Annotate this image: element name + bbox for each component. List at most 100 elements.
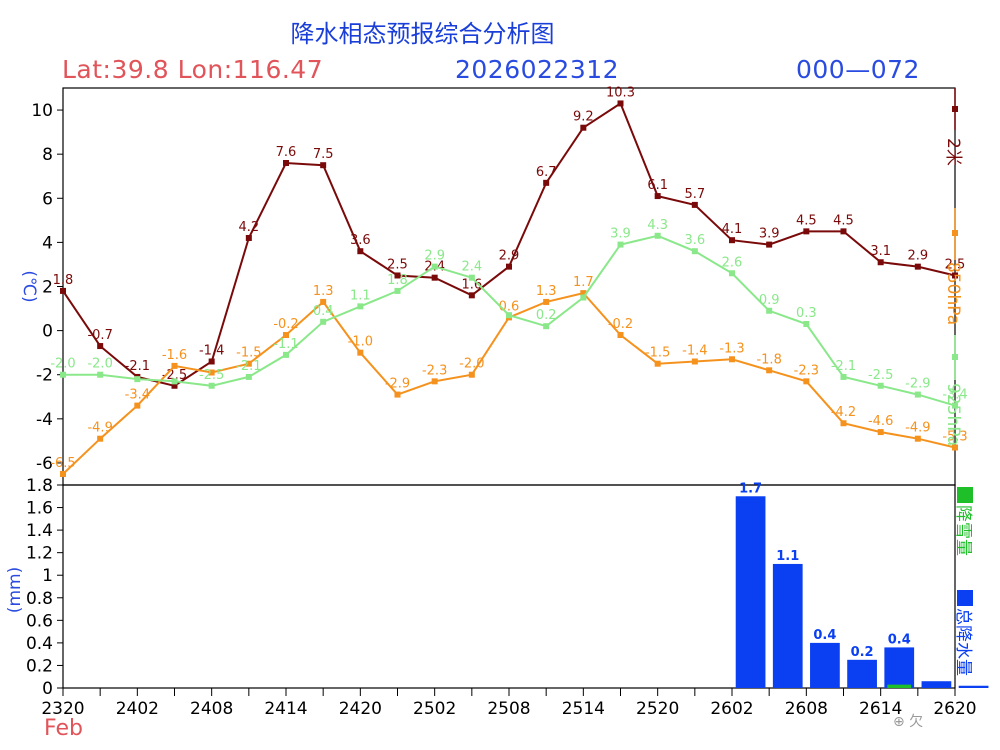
t850-data-label: -4.2 xyxy=(831,405,856,420)
t850-point xyxy=(134,402,141,409)
precip-bar xyxy=(810,642,840,688)
t925-point xyxy=(320,318,327,325)
x-tick-label: 2402 xyxy=(116,699,159,719)
t925-data-label: 0.9 xyxy=(759,293,780,308)
t925-data-label: 3.9 xyxy=(610,227,631,242)
t2m-data-label: 3.6 xyxy=(350,233,371,248)
t925-point xyxy=(803,320,810,327)
t850-data-label: -6.5 xyxy=(50,456,75,471)
t925-data-label: -2.0 xyxy=(50,357,75,372)
precip-bar-label: 0.4 xyxy=(813,628,836,643)
t925-point xyxy=(580,294,587,301)
t850-point xyxy=(357,349,364,356)
t925-data-label: -2.1 xyxy=(236,359,261,374)
t850-data-label: -1.0 xyxy=(348,335,373,350)
t850-data-label: -1.8 xyxy=(756,352,781,367)
t2m-data-label: 3.1 xyxy=(870,244,891,259)
t925-data-label: -2.9 xyxy=(905,377,930,392)
t925-data-label: -2.5 xyxy=(868,368,893,383)
t850-data-label: 1.7 xyxy=(573,275,594,290)
t2m-data-label: 1.6 xyxy=(461,277,482,292)
t850-data-label: -1.4 xyxy=(682,343,707,358)
precip-bar-label: 1.1 xyxy=(776,549,799,564)
t925-point xyxy=(208,382,215,389)
t2m-point xyxy=(506,263,512,270)
t2m-point xyxy=(431,274,438,281)
t925-data-label: 4.3 xyxy=(647,218,668,233)
t2m-data-label: 6.1 xyxy=(647,178,668,193)
temp-ytick-label: -4 xyxy=(36,410,53,430)
t925-point xyxy=(134,376,141,383)
t2m-point xyxy=(171,382,178,389)
t2m-point xyxy=(766,241,773,248)
t2m-point xyxy=(803,228,810,235)
t850-point xyxy=(729,356,735,363)
precip-legend-label: 总降水量 xyxy=(953,608,973,676)
snow-legend-swatch xyxy=(957,487,973,503)
x-tick-label: 2420 xyxy=(339,699,382,719)
precip-ytick-label: 1.2 xyxy=(26,544,53,564)
t850-point xyxy=(952,444,958,451)
t850-point xyxy=(914,435,921,442)
precip-bar-label: 0.4 xyxy=(888,632,911,647)
t2m-point xyxy=(729,237,735,244)
t2m-data-label: -2.1 xyxy=(125,359,150,374)
t925-point xyxy=(431,263,438,270)
t850-point xyxy=(97,435,104,442)
precip-ytick-label: 1.8 xyxy=(26,476,53,496)
t925-data-label: 1.8 xyxy=(387,273,408,288)
precip-bar-label: 0.2 xyxy=(851,645,874,660)
x-tick-label: 2320 xyxy=(41,699,84,719)
t850-point xyxy=(320,298,327,305)
precip-ytick-label: 1.4 xyxy=(26,521,53,541)
t2m-data-label: 2.5 xyxy=(945,257,966,272)
t2m-data-label: 2.9 xyxy=(499,249,520,264)
temp-ytick-label: 10 xyxy=(31,101,53,121)
t925-point xyxy=(766,307,773,314)
precip-ytick-label: 0.4 xyxy=(26,634,53,654)
t2m-point xyxy=(543,179,550,186)
t925-data-label: -3.4 xyxy=(942,388,967,403)
x-tick-label: 2502 xyxy=(413,699,456,719)
t925-data-label: 1.1 xyxy=(350,288,371,303)
t850-point xyxy=(171,362,178,369)
precip-bar xyxy=(847,659,877,688)
t2m-point xyxy=(60,287,66,294)
t2m-data-label: 4.5 xyxy=(796,213,817,228)
t2m-data-label: 6.7 xyxy=(536,165,557,180)
t925-point xyxy=(877,382,884,389)
t850-data-label: -4.9 xyxy=(87,421,112,436)
t850-data-label: -0.2 xyxy=(608,317,633,332)
t925-point xyxy=(171,378,178,385)
t2m-point xyxy=(245,234,252,241)
temp-ytick-label: 8 xyxy=(42,145,53,165)
t2m-data-label: 1.8 xyxy=(53,273,74,288)
x-tick-label: 2414 xyxy=(264,699,307,719)
t850-data-label: -1.5 xyxy=(236,346,261,361)
t2m-series-line xyxy=(62,101,956,387)
t2m-data-label: 2.9 xyxy=(907,249,928,264)
x-tick-label: 2614 xyxy=(859,699,902,719)
t850-data-label: -1.5 xyxy=(645,346,670,361)
t2m-point xyxy=(357,248,364,255)
t2m-data-label: 5.7 xyxy=(684,187,705,202)
t850-point xyxy=(394,391,401,398)
t925-legend-marker xyxy=(952,354,958,360)
temp-ytick-label: 4 xyxy=(42,233,53,253)
t2m-point xyxy=(654,193,661,200)
t850-data-label: -4.6 xyxy=(868,414,893,429)
run-time-label: 2026022312 xyxy=(455,55,620,84)
temperature-plot-frame xyxy=(62,87,956,486)
t925-data-label: 0.2 xyxy=(536,308,557,323)
month-label: Feb xyxy=(44,716,83,741)
t925-data-label: 0.4 xyxy=(313,304,334,319)
t925-point xyxy=(691,248,698,255)
t850-point xyxy=(468,371,475,378)
t925-data-label: -2.5 xyxy=(199,368,224,383)
t850-data-label: -2.9 xyxy=(385,377,410,392)
t850-data-label: -2.3 xyxy=(422,363,447,378)
precip-legend-swatch xyxy=(957,590,973,606)
t925-point xyxy=(60,371,66,378)
t850-data-label: -1.3 xyxy=(719,341,744,356)
